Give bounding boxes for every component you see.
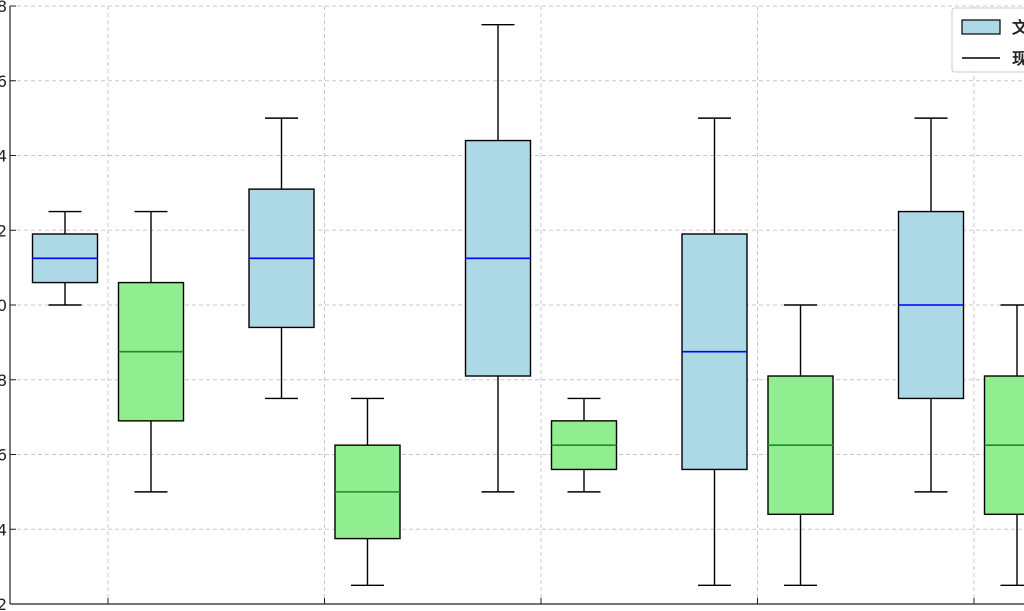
- y-tick-label: 16: [0, 72, 7, 91]
- box-group-2-b: [334, 397, 401, 587]
- y-tick-label: 2: [0, 595, 7, 611]
- box-group-5-a: [897, 117, 965, 493]
- box-group-1-b: [117, 210, 185, 493]
- legend: 文 现: [951, 7, 1024, 73]
- legend-box-swatch: [961, 19, 1001, 35]
- y-tick-label: 14: [0, 147, 7, 166]
- box-group-3-b: [550, 397, 618, 493]
- box-group-2-a: [248, 117, 315, 400]
- box-group-4-b: [767, 304, 834, 587]
- boxes: [31, 23, 1024, 587]
- box-group-3-a: [464, 23, 532, 493]
- y-tick-label: 12: [0, 221, 7, 240]
- legend-label-b: 现: [1012, 49, 1024, 68]
- y-tick-label: 18: [0, 0, 7, 16]
- legend-label-a: 文: [1012, 18, 1024, 37]
- y-tick-label: 8: [0, 371, 7, 390]
- box-group-4-a: [681, 117, 748, 587]
- box-group-5-b: [983, 304, 1024, 587]
- y-tick-label: 6: [0, 446, 7, 465]
- y-tick-label: 4: [0, 520, 7, 539]
- box-group-1-a: [31, 210, 99, 306]
- y-tick-label: 10: [0, 296, 7, 315]
